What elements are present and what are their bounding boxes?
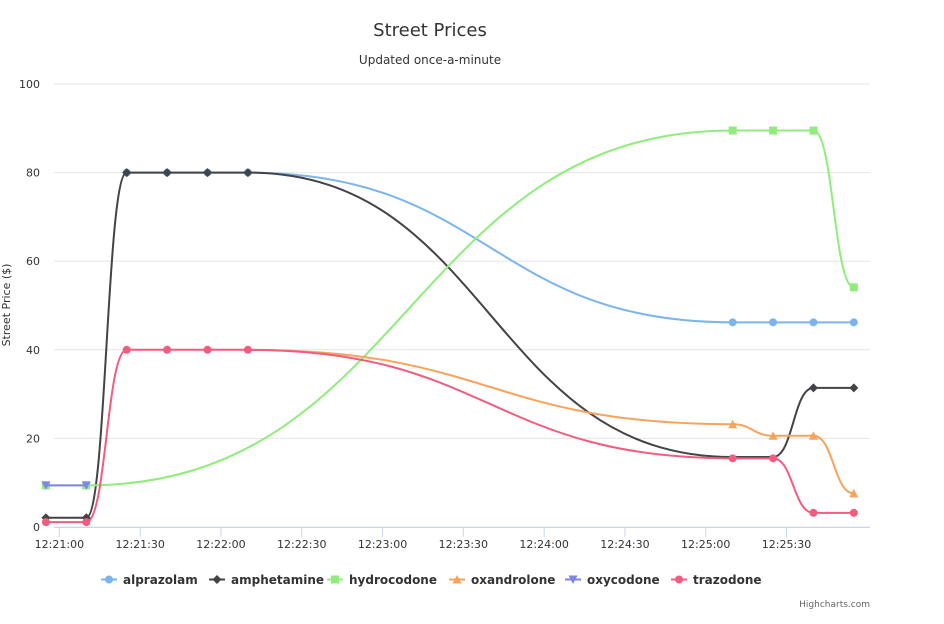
- legend-symbol-marker: [675, 575, 683, 584]
- legend-item-trazodone[interactable]: trazodone: [671, 573, 762, 587]
- y-tick-label: 60: [26, 255, 40, 268]
- hydrocodone-point[interactable]: [728, 126, 737, 135]
- amphetamine-point[interactable]: [122, 168, 132, 178]
- amphetamine-point[interactable]: [849, 383, 859, 393]
- legend-item-hydrocodone[interactable]: hydrocodone: [327, 573, 437, 587]
- x-tick-label: 12:24:30: [600, 538, 649, 551]
- hydrocodone-line[interactable]: [44, 129, 855, 487]
- legend-label: oxycodone: [587, 573, 660, 587]
- legend-symbol-marker: [568, 575, 578, 584]
- alprazolam-point[interactable]: [769, 318, 778, 327]
- trazodone-point[interactable]: [41, 518, 50, 527]
- alprazolam-line[interactable]: [125, 171, 855, 324]
- trazodone-point[interactable]: [243, 345, 252, 354]
- oxandrolone-point[interactable]: [808, 431, 818, 440]
- trazodone-point[interactable]: [809, 508, 818, 517]
- trazodone-point[interactable]: [849, 508, 858, 517]
- y-tick-label: 40: [26, 344, 40, 357]
- series-oxycodone: [41, 481, 91, 490]
- x-tick-label: 12:22:00: [196, 538, 245, 551]
- x-tick-label: 12:23:30: [439, 538, 488, 551]
- y-tick-label: 100: [19, 78, 40, 91]
- series-hydrocodone: [41, 126, 858, 490]
- oxandrolone-point[interactable]: [768, 431, 778, 440]
- alprazolam-point[interactable]: [728, 318, 737, 327]
- legend-label: oxandrolone: [471, 573, 555, 587]
- series-group: [41, 126, 859, 527]
- amphetamine-point[interactable]: [243, 168, 253, 178]
- x-tick-label: 12:24:00: [519, 538, 568, 551]
- trazodone-point[interactable]: [163, 345, 172, 354]
- trazodone-point[interactable]: [122, 345, 131, 354]
- legend-symbol-marker: [212, 575, 222, 584]
- trazodone-point[interactable]: [203, 345, 212, 354]
- series-trazodone: [41, 345, 858, 527]
- series-oxandrolone: [246, 348, 859, 498]
- x-tick-label: 12:25:30: [762, 538, 811, 551]
- legend-item-amphetamine[interactable]: amphetamine: [209, 573, 324, 587]
- legend-symbol-marker: [452, 575, 462, 584]
- y-tick-label: 80: [26, 167, 40, 180]
- x-tick-label: 12:25:00: [681, 538, 730, 551]
- x-tick-label: 12:22:30: [277, 538, 326, 551]
- y-axis-ticks: 0 20 40 60 80 100: [19, 78, 40, 534]
- gridlines: [54, 83, 870, 528]
- x-axis: 12:21:00 12:21:30 12:22:00 12:22:30 12:23:00…: [35, 527, 870, 551]
- legend-symbol-marker: [105, 575, 113, 584]
- legend-item-alprazolam[interactable]: alprazolam: [101, 573, 198, 587]
- legend-symbol-marker: [331, 575, 339, 584]
- trazodone-point[interactable]: [82, 518, 91, 527]
- legend-label: amphetamine: [231, 573, 324, 587]
- hydrocodone-point[interactable]: [769, 126, 778, 135]
- legend: alprazolam amphetamine hydrocodone oxandrol…: [101, 573, 762, 587]
- amphetamine-point[interactable]: [162, 168, 172, 178]
- y-axis-title: Street Price ($): [0, 264, 13, 347]
- amphetamine-point[interactable]: [203, 168, 213, 178]
- oxycodone-point[interactable]: [41, 481, 51, 490]
- x-tick-label: 12:21:00: [35, 538, 84, 551]
- trazodone-point[interactable]: [728, 454, 737, 463]
- y-tick-label: 0: [33, 521, 40, 534]
- legend-label: hydrocodone: [349, 573, 437, 587]
- oxycodone-point[interactable]: [81, 481, 91, 490]
- alprazolam-point[interactable]: [849, 318, 858, 327]
- credits-link[interactable]: Highcharts.com: [799, 600, 870, 610]
- legend-item-oxycodone[interactable]: oxycodone: [565, 573, 660, 587]
- series-amphetamine: [41, 168, 859, 523]
- alprazolam-point[interactable]: [809, 318, 818, 327]
- oxandrolone-point[interactable]: [849, 488, 859, 498]
- trazodone-point[interactable]: [769, 454, 778, 463]
- x-tick-label: 12:23:00: [358, 538, 407, 551]
- legend-item-oxandrolone[interactable]: oxandrolone: [449, 573, 555, 587]
- hydrocodone-point[interactable]: [849, 283, 858, 292]
- oxandrolone-point[interactable]: [728, 419, 738, 429]
- oxandrolone-line[interactable]: [246, 348, 855, 495]
- series-alprazolam: [122, 168, 858, 327]
- amphetamine-point[interactable]: [808, 383, 818, 393]
- hydrocodone-point[interactable]: [809, 126, 818, 135]
- chart-title: Street Prices: [373, 20, 487, 41]
- chart-subtitle: Updated once-a-minute: [359, 53, 501, 67]
- x-tick-label: 12:21:30: [115, 538, 164, 551]
- legend-label: alprazolam: [123, 573, 198, 587]
- legend-label: trazodone: [693, 573, 762, 587]
- y-tick-label: 20: [26, 432, 40, 445]
